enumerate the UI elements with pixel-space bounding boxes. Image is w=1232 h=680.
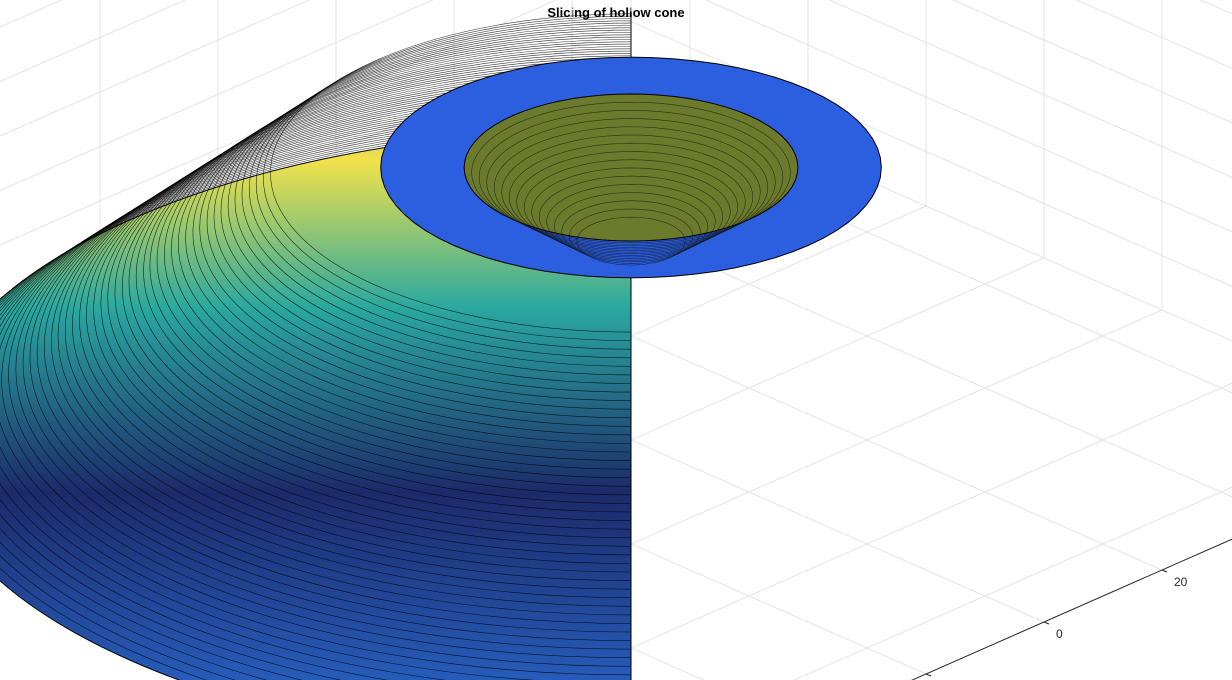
slice-ring	[15, 97, 632, 641]
gridline-z	[631, 0, 1232, 59]
slice-ring	[128, 60, 632, 504]
y-tick	[1043, 621, 1050, 625]
inner-slice-ring	[493, 126, 769, 248]
slice-ring	[29, 92, 632, 624]
slice-ring	[163, 48, 632, 461]
slice-ring	[227, 27, 632, 384]
chart-title: Slicing of hollow cone	[547, 5, 685, 20]
slice-ring	[86, 74, 632, 556]
slice-ring	[269, 13, 632, 333]
slice-ring	[178, 43, 632, 444]
slice-ring	[220, 29, 632, 393]
slice-ring	[0, 116, 632, 680]
slice-ring	[241, 22, 632, 367]
slice-ring	[0, 106, 632, 676]
slice-ring	[107, 67, 632, 530]
cone-surface	[0, 11, 882, 680]
y-tick-label: 0	[1056, 627, 1063, 641]
slice-ring	[0, 120, 632, 680]
slice-ring	[22, 95, 632, 633]
slice-ring	[192, 39, 632, 427]
slice-ring	[0, 109, 632, 680]
slice-ring	[234, 25, 632, 376]
slice-ring	[51, 85, 632, 598]
inner-slice-ring	[576, 216, 686, 266]
inner-slice-ring	[568, 208, 694, 264]
slice-ring	[213, 32, 632, 401]
slice-ring	[72, 78, 632, 573]
slice-ring	[57, 83, 632, 590]
slice-ring	[8, 99, 632, 650]
inner-slice-ring	[471, 101, 791, 243]
slice-ring	[1, 102, 632, 658]
slice-ring	[142, 55, 632, 487]
inner-slice-ring	[546, 183, 716, 259]
slice-ring	[64, 81, 632, 581]
slice-ring	[171, 46, 632, 453]
slice-ring	[0, 118, 632, 680]
slice-ring	[114, 64, 632, 521]
slice-ring	[0, 104, 632, 667]
slice-ring	[248, 20, 632, 359]
box-edge	[631, 0, 1232, 59]
y-tick	[1161, 569, 1168, 573]
y-tick-label: 20	[1174, 575, 1188, 589]
slice-ring	[36, 90, 632, 616]
inner-slice-ring	[508, 142, 754, 251]
slice-ring	[0, 123, 632, 680]
inner-slice-ring	[516, 151, 746, 253]
cone-inner-hole	[463, 93, 799, 242]
slice-ring	[0, 113, 632, 680]
slice-ring	[44, 88, 632, 607]
inner-slice-ring	[561, 200, 701, 263]
inner-slice-ring	[538, 175, 724, 258]
slice-ring	[206, 34, 632, 410]
slice-ring	[263, 15, 632, 341]
slice-ring	[199, 36, 632, 419]
slice-ring	[255, 18, 632, 350]
slice-ring	[0, 111, 632, 680]
inner-slice-ring	[531, 167, 731, 256]
slice-ring	[149, 53, 632, 479]
inner-slice-ring	[486, 118, 776, 247]
slice-ring	[121, 62, 632, 513]
slice-ring	[135, 57, 632, 496]
slice-ring	[0, 125, 632, 680]
inner-slice-ring	[478, 110, 784, 245]
slice-ring	[185, 41, 632, 436]
inner-slice-ring	[553, 192, 709, 261]
y-axis-line	[911, 538, 1232, 680]
slice-ring	[156, 50, 632, 470]
inner-slice-ring	[523, 159, 739, 255]
gridline-x	[793, 486, 1232, 680]
slice-ring	[79, 76, 632, 564]
y-tick	[925, 673, 932, 677]
slice-ring	[100, 69, 632, 539]
slice-ring	[93, 71, 632, 547]
inner-slice-ring	[501, 134, 761, 250]
